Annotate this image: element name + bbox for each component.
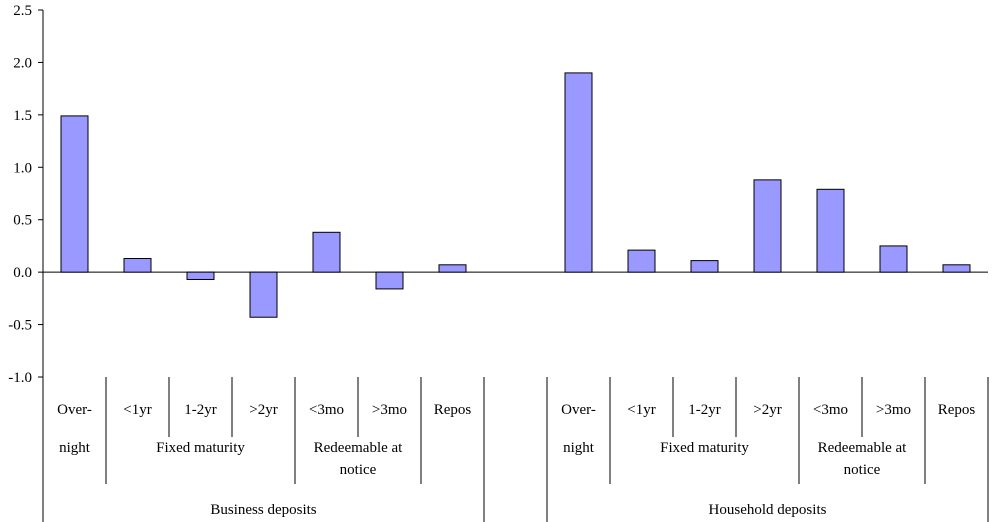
bar [627,249,656,273]
bar [312,231,341,273]
category-label: >3mo [876,402,911,418]
category-label: Repos [434,402,472,418]
subgroup-label: Redeemable at [818,440,908,456]
y-tick-label: -0.5 [8,318,32,334]
bar [186,271,215,280]
bar [60,115,89,273]
subgroup-label: notice [340,462,377,478]
category-label: Over- [57,402,92,418]
group-label: Business deposits [210,502,316,518]
bar [438,264,467,273]
bar [375,271,404,290]
bar [249,271,278,318]
subgroup-label: Fixed maturity [660,440,749,456]
y-tick-label: 2.0 [13,55,32,71]
category-label: >2yr [753,402,781,418]
bar [564,72,593,273]
y-tick-label: 2.5 [13,3,32,19]
bar [879,245,908,273]
category-label: night [59,440,91,456]
subgroup-label: notice [844,462,881,478]
category-label: <3mo [309,402,344,418]
subgroup-label: Fixed maturity [156,440,245,456]
category-label: 1-2yr [688,402,721,418]
bars [60,72,971,318]
category-label: night [563,440,595,456]
category-label: <3mo [813,402,848,418]
bar [942,264,971,273]
category-label: 1-2yr [184,402,217,418]
category-label: Over- [561,402,596,418]
category-label: >2yr [249,402,277,418]
y-tick-label: 1.0 [13,160,32,176]
subgroup-label: Redeemable at [314,440,404,456]
bar [690,260,719,273]
category-label: <1yr [123,402,151,418]
group-label: Household deposits [709,502,827,518]
bar [123,258,152,273]
y-tick-label: 0.0 [13,265,32,281]
y-tick-label: 0.5 [13,213,32,229]
category-label: Repos [938,402,976,418]
x-axis: Over-night <1yr 1-2yr >2yr <3mo >3mo Repos Fixe… [42,377,989,522]
category-label: <1yr [627,402,655,418]
bar [753,179,782,273]
y-tick-label: 1.5 [13,108,32,124]
bar [816,188,845,273]
y-tick-label: -1.0 [8,370,32,386]
category-label: >3mo [372,402,407,418]
